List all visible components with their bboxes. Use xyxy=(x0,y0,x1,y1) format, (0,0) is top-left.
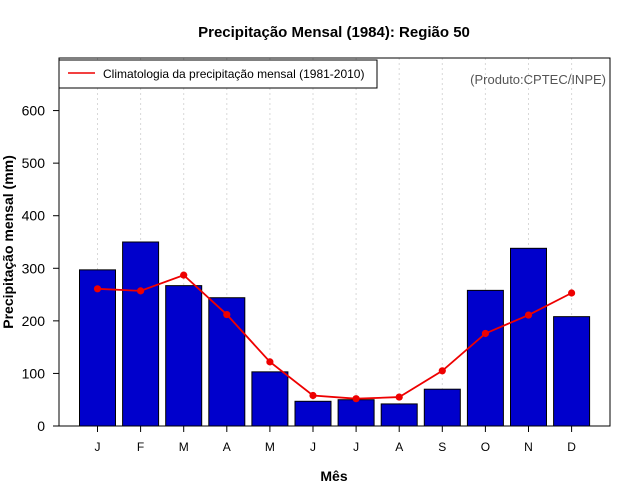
y-axis-label: Precipitação mensal (mm) xyxy=(0,155,16,329)
bar xyxy=(251,371,289,427)
bar xyxy=(423,388,461,427)
climatology-point xyxy=(266,358,274,366)
bar xyxy=(122,241,160,427)
x-tick-label: M xyxy=(265,440,275,454)
climatology-point xyxy=(438,367,446,375)
y-axis: 0 100 200 300 400 500 600 xyxy=(22,103,59,434)
legend-label: Climatologia da precipitação mensal (198… xyxy=(103,67,364,81)
bar xyxy=(79,269,116,427)
bar xyxy=(510,247,547,427)
bar xyxy=(208,297,246,427)
bar xyxy=(553,316,591,427)
y-tick-label: 300 xyxy=(22,260,46,276)
y-tick-label: 100 xyxy=(22,365,46,381)
x-tick-label: D xyxy=(567,440,576,454)
y-tick-label: 600 xyxy=(22,103,46,119)
climatology-point xyxy=(352,395,360,403)
bar xyxy=(294,400,332,427)
climatology-line xyxy=(97,274,573,400)
x-tick-label: O xyxy=(481,440,490,454)
x-tick-label: J xyxy=(353,440,359,454)
legend-box xyxy=(58,59,378,89)
bar xyxy=(337,399,375,427)
x-tick-label: M xyxy=(179,440,189,454)
climatology-point xyxy=(395,393,403,401)
climatology-point xyxy=(524,311,533,319)
y-tick-label: 500 xyxy=(22,155,46,171)
chart-title: Precipitação Mensal (1984): Região 50 xyxy=(198,24,470,41)
bar-series xyxy=(79,241,591,427)
plot-frame xyxy=(58,57,611,427)
climatology-point xyxy=(93,285,102,293)
x-tick-label: J xyxy=(310,440,316,454)
x-tick-label: A xyxy=(395,440,403,454)
climatology-point xyxy=(137,287,145,295)
climatology-point xyxy=(180,271,188,279)
climatology-point xyxy=(223,310,231,319)
bar xyxy=(380,403,418,427)
x-tick-label: F xyxy=(137,440,144,454)
credit-text: (Produto:CPTEC/INPE) xyxy=(470,72,606,87)
legend: Climatologia da precipitação mensal (198… xyxy=(58,59,378,89)
x-tick-label: N xyxy=(524,440,533,454)
x-tick-label: A xyxy=(223,440,231,454)
x-tick-label: J xyxy=(95,440,101,454)
x-axis-label: Mês xyxy=(320,468,347,484)
bar xyxy=(165,285,203,427)
climatology-point xyxy=(481,329,489,338)
climatology-point xyxy=(309,391,317,400)
climatology-point xyxy=(568,289,576,297)
bar xyxy=(466,289,504,427)
climatology-series xyxy=(93,271,576,403)
y-tick-label: 0 xyxy=(37,418,45,434)
y-tick-label: 400 xyxy=(22,208,46,224)
y-tick-label: 200 xyxy=(22,313,46,329)
x-tick-label: S xyxy=(438,440,446,454)
